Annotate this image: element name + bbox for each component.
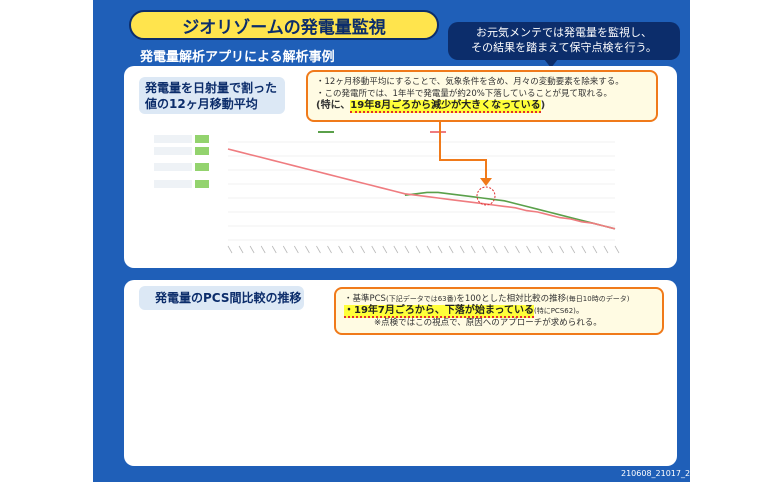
x-tick-label [260,245,266,254]
top-callout-line-2: その結果を踏まえて保守点検を行う。 [471,41,657,54]
filter-toggle-0 [195,135,209,143]
x-tick-label [271,245,277,254]
filter-label-2 [154,163,192,171]
x-tick-label [415,245,421,254]
footer-id: 210608_21017_2 [621,469,691,478]
panel2-note-highlight: ・19年7月ごろから、下落が始まっている [344,305,534,318]
x-tick-label [360,245,366,254]
panel2-note-text-1: ・基準PCS [344,294,386,304]
x-tick-label [349,245,354,254]
filter-toggle-2 [195,163,209,171]
x-tick-label [249,245,255,254]
x-tick-label [537,245,542,254]
x-tick-label [371,245,377,254]
x-tick-label [327,245,332,254]
filter-toggle-1 [195,147,209,155]
x-tick-label [459,245,465,254]
x-tick-label [404,245,410,254]
x-tick-label [227,245,233,254]
panel2-note-small-3: (特にPCS62) [533,307,576,315]
x-tick-label [504,245,509,254]
x-tick-label [437,245,443,254]
x-tick-label [338,245,343,254]
panel1-label-line-2: 値の12ヶ月移動平均 [145,97,258,111]
arrow-head-1 [480,178,492,186]
x-tick-label [393,245,399,254]
top-callout: お元気メンテでは発電量を監視し、 その結果を踏まえて保守点検を行う。 [448,22,680,68]
x-tick-label [570,245,576,254]
panel1-note-highlight: 19年8月ごろから減少が大きくなっている [350,100,541,113]
x-tick-label [238,245,244,254]
section-subtitle: 発電量解析アプリによる解析事例 [140,50,335,65]
panel1-note-suffix: ) [540,100,546,111]
x-tick-label [282,245,288,254]
panel2-label: 発電量のPCS間比較の推移 [139,286,304,310]
filter-label-0 [154,135,192,143]
panel1-note-line-2: ・この発電所では、1年半で発電量が約20%下落していることが見て取れる。 [316,89,613,99]
slide-title: ジオリゾームの発電量監視 [129,10,439,40]
x-tick-label [470,245,476,254]
x-tick-label [526,245,531,254]
panel1-note-prefix: (特に、 [316,100,351,111]
x-tick-label [515,245,520,254]
filter-label-1 [154,147,192,155]
filter-toggle-3 [195,180,209,188]
x-tick-label [305,245,310,254]
panel2-note-small-1: (下記データでは63番) [385,295,457,303]
x-tick-label [614,245,620,254]
x-tick-label [382,245,388,254]
series-line-0 [404,191,616,230]
arrow-1 [439,122,487,180]
x-tick-label [603,245,609,254]
x-tick-label [448,245,454,254]
x-tick-label [426,245,432,254]
panel2-note: ・基準PCS(下記データでは63番)を100とした相対比較の推移(毎日10時のデ… [334,287,664,335]
panel2-note-text-1b: を100とした相対比較の推移 [456,294,567,304]
top-callout-line-1: お元気メンテでは発電量を監視し、 [476,26,652,39]
series-line-1 [227,148,616,230]
filter-label-3 [154,180,192,188]
panel2-note-line-2: ・19年7月ごろから、下落が始まっている(特にPCS62)。 [344,305,654,318]
panel2-note-line-4: ※点検ではこの視点で、原因へのアプローチが求められる。 [374,318,602,328]
x-tick-label [493,245,498,254]
x-tick-label [559,245,565,254]
x-tick-label [481,245,487,254]
x-tick-label [316,245,321,254]
panel1-note-line-3: (特に、19年8月ごろから減少が大きくなっている) [316,100,648,113]
x-tick-label [581,245,587,254]
x-tick-label [293,245,299,254]
panel2-note-period: 。 [575,306,585,316]
x-tick-label [548,245,554,254]
x-tick-label [592,245,598,254]
panel1-label: 発電量を日射量で割った 値の12ヶ月移動平均 [139,77,285,114]
panel2-note-line-1: ・基準PCS(下記データでは63番)を100とした相対比較の推移(毎日10時のデ… [344,293,654,305]
panel1-label-line-1: 発電量を日射量で割った [145,81,278,95]
panel1-note: ・12ヶ月移動平均にすることで、気象条件を含め、月々の変動要素を除来する。 ・こ… [306,70,658,122]
panel2-note-small-2: (毎日10時のデータ) [566,295,630,303]
panel1-note-line-1: ・12ヶ月移動平均にすることで、気象条件を含め、月々の変動要素を除来する。 [316,77,624,87]
highlight-circle-1 [476,186,496,206]
